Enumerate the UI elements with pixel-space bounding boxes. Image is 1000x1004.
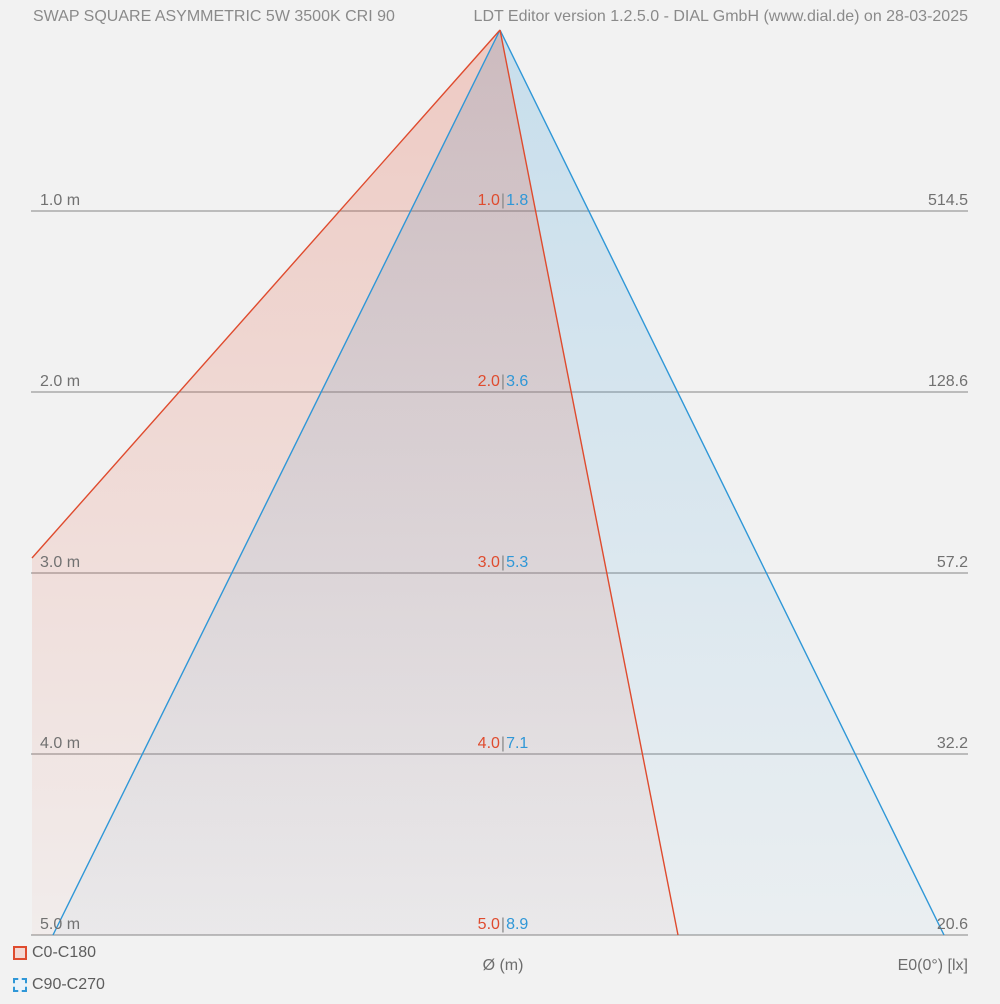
c0-diameter-4m: 4.0: [477, 735, 500, 752]
illuminance-2m: 128.6: [927, 373, 968, 390]
c90-c270-cone-edges: [52, 29, 945, 936]
value-separator: |: [500, 554, 506, 571]
diameter-values-4m: 4.0 | 7.1: [403, 734, 603, 753]
distance-label-3m: 3.0 m: [40, 554, 81, 571]
legend: C0-C180 C90-C270: [13, 940, 105, 1004]
distance-label-5m: 5.0 m: [40, 916, 81, 933]
diameter-values-1m: 1.0 | 1.8: [403, 191, 603, 210]
illuminance-5m: 20.6: [936, 916, 968, 933]
value-separator: |: [500, 192, 506, 209]
illuminance-3m: 57.2: [936, 554, 968, 571]
value-separator: |: [500, 735, 506, 752]
illuminance-1m: 514.5: [927, 192, 968, 209]
app-version-info: LDT Editor version 1.2.5.0 - DIAL GmbH (…: [473, 8, 968, 25]
c0-c180-swatch-icon: [13, 946, 27, 960]
diameter-values-5m: 5.0 | 8.9: [403, 915, 603, 934]
legend-label-c0: C0-C180: [32, 944, 97, 961]
legend-item-c90-c270: C90-C270: [13, 972, 105, 998]
legend-label-c90: C90-C270: [32, 976, 105, 993]
c0-c180-cone-fill: [32, 30, 678, 935]
diameter-values-2m: 2.0 | 3.6: [403, 372, 603, 391]
distance-label-1m: 1.0 m: [40, 192, 81, 209]
c90-c270-swatch-icon: [13, 978, 27, 992]
diameter-values-3m: 3.0 | 5.3: [403, 553, 603, 572]
illuminance-axis-label: E0(0°) [lx]: [897, 957, 968, 974]
c90-diameter-2m: 3.6: [506, 373, 529, 390]
x-axis-label: Ø (m): [482, 957, 524, 974]
c0-diameter-5m: 5.0: [477, 916, 500, 933]
c0-c180-cone-edges: [31, 29, 679, 936]
c90-diameter-1m: 1.8: [506, 192, 529, 209]
illuminance-4m: 32.2: [936, 735, 968, 752]
luminaire-title: SWAP SQUARE ASYMMETRIC 5W 3500K CRI 90: [33, 8, 395, 25]
legend-item-c0-c180: C0-C180: [13, 940, 105, 966]
c0-diameter-2m: 2.0: [477, 373, 500, 390]
c0-diameter-1m: 1.0: [477, 192, 500, 209]
value-separator: |: [500, 373, 506, 390]
distance-label-4m: 4.0 m: [40, 735, 81, 752]
distance-label-2m: 2.0 m: [40, 373, 81, 390]
value-separator: |: [500, 916, 506, 933]
c90-diameter-3m: 5.3: [506, 554, 529, 571]
c90-diameter-4m: 7.1: [506, 735, 529, 752]
c90-diameter-5m: 8.9: [506, 916, 529, 933]
c0-diameter-3m: 3.0: [477, 554, 500, 571]
